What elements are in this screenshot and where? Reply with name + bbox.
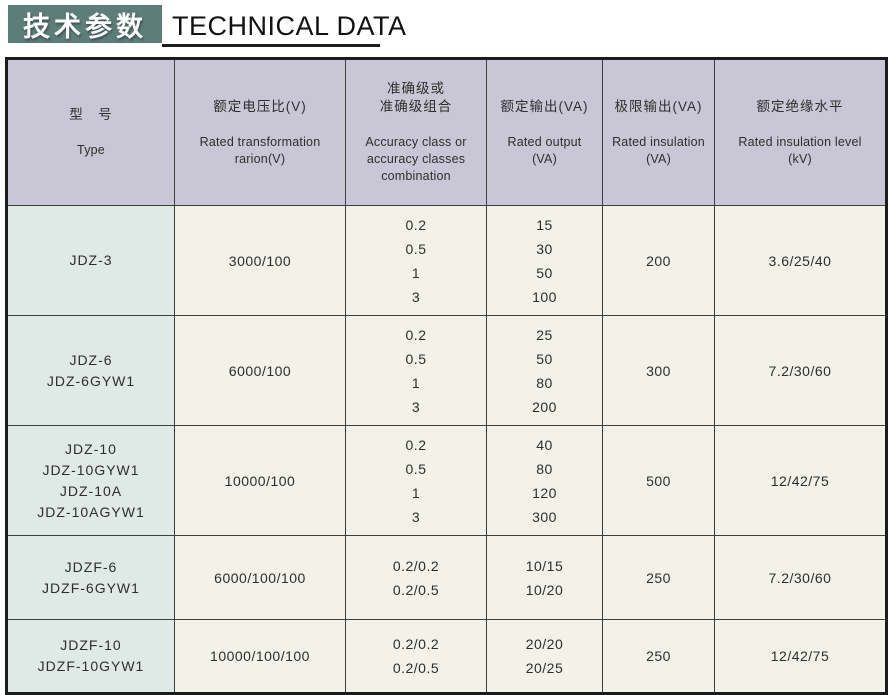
cell-output: 20/20 20/25	[486, 619, 603, 694]
column-header-type-zh: 型 号	[69, 107, 113, 122]
cell-output: 25 50 80 200	[486, 315, 603, 426]
column-header-insulation-level: 额定绝缘水平 Rated insulation level (kV)	[714, 58, 887, 206]
column-header-accuracy-en: Accuracy class or accuracy classes combi…	[365, 135, 467, 183]
page-title-zh: 技术参数	[23, 11, 147, 42]
cell-insulation: 12/42/75	[714, 425, 887, 536]
cell-type: JDZF-10 JDZF-10GYW1	[6, 619, 175, 694]
column-header-accuracy: 准确级或 准确级组合 Accuracy class or accuracy cl…	[345, 58, 487, 206]
cell-ratio: 10000/100/100	[174, 619, 346, 694]
page-header: 技术参数 TECHNICAL DATA	[0, 0, 890, 57]
page-title-en: TECHNICAL DATA	[172, 11, 407, 41]
cell-type: JDZ-3	[6, 205, 175, 316]
column-header-ratio-zh: 额定电压比(V)	[213, 98, 307, 114]
column-header-limit-output-zh: 极限输出(VA)	[614, 98, 703, 114]
cell-accuracy: 0.2/0.2 0.2/0.5	[345, 535, 487, 620]
header-row: 型 号 Type 额定电压比(V) Rated transformation r…	[6, 58, 887, 206]
cell-limit: 300	[602, 315, 715, 426]
cell-type: JDZF-6 JDZF-6GYW1	[6, 535, 175, 620]
cell-accuracy: 0.2/0.2 0.2/0.5	[345, 619, 487, 694]
cell-type: JDZ-6 JDZ-6GYW1	[6, 315, 175, 426]
cell-ratio: 3000/100	[174, 205, 346, 316]
cell-insulation: 3.6/25/40	[714, 205, 887, 316]
cell-ratio: 10000/100	[174, 425, 346, 536]
column-header-ratio-en: Rated transformation rarion(V)	[199, 134, 321, 166]
title-zh-box: 技术参数	[8, 5, 162, 43]
cell-ratio: 6000/100/100	[174, 535, 346, 620]
column-header-limit-output: 极限输出(VA) Rated insulation (VA)	[602, 58, 715, 206]
column-header-rated-output: 额定输出(VA) Rated output (VA)	[486, 58, 603, 206]
column-header-type: 型 号 Type	[6, 58, 175, 206]
column-header-type-en: Type	[77, 143, 105, 157]
table-row: JDZF-6 JDZF-6GYW1 6000/100/100 0.2/0.2 0…	[6, 535, 887, 620]
table-row: JDZ-10 JDZ-10GYW1 JDZ-10A JDZ-10AGYW1 10…	[6, 425, 887, 536]
cell-output: 10/15 10/20	[486, 535, 603, 620]
technical-data-table: 型 号 Type 额定电压比(V) Rated transformation r…	[5, 57, 888, 695]
cell-ratio: 6000/100	[174, 315, 346, 426]
cell-limit: 250	[602, 619, 715, 694]
column-header-ratio: 额定电压比(V) Rated transformation rarion(V)	[174, 58, 346, 206]
column-header-accuracy-zh: 准确级或 准确级组合	[379, 81, 453, 114]
cell-output: 15 30 50 100	[486, 205, 603, 316]
cell-type: JDZ-10 JDZ-10GYW1 JDZ-10A JDZ-10AGYW1	[6, 425, 175, 536]
cell-insulation: 7.2/30/60	[714, 535, 887, 620]
column-header-insulation-level-en: Rated insulation level (kV)	[738, 134, 862, 166]
cell-insulation: 12/42/75	[714, 619, 887, 694]
page-title-underline: TECHNICAL DATA	[162, 4, 406, 47]
cell-limit: 200	[602, 205, 715, 316]
cell-accuracy: 0.2 0.5 1 3	[345, 205, 487, 316]
table-row: JDZ-6 JDZ-6GYW1 6000/100 0.2 0.5 1 3 25 …	[6, 315, 887, 426]
cell-limit: 500	[602, 425, 715, 536]
column-header-rated-output-zh: 额定输出(VA)	[500, 98, 589, 114]
cell-output: 40 80 120 300	[486, 425, 603, 536]
table-row: JDZF-10 JDZF-10GYW1 10000/100/100 0.2/0.…	[6, 619, 887, 694]
column-header-limit-output-en: Rated insulation (VA)	[612, 134, 705, 166]
cell-limit: 250	[602, 535, 715, 620]
table-row: JDZ-3 3000/100 0.2 0.5 1 3 15 30 50 100 …	[6, 205, 887, 316]
column-header-insulation-level-zh: 额定绝缘水平	[756, 98, 844, 114]
cell-insulation: 7.2/30/60	[714, 315, 887, 426]
column-header-rated-output-en: Rated output (VA)	[507, 134, 582, 166]
cell-accuracy: 0.2 0.5 1 3	[345, 425, 487, 536]
cell-accuracy: 0.2 0.5 1 3	[345, 315, 487, 426]
